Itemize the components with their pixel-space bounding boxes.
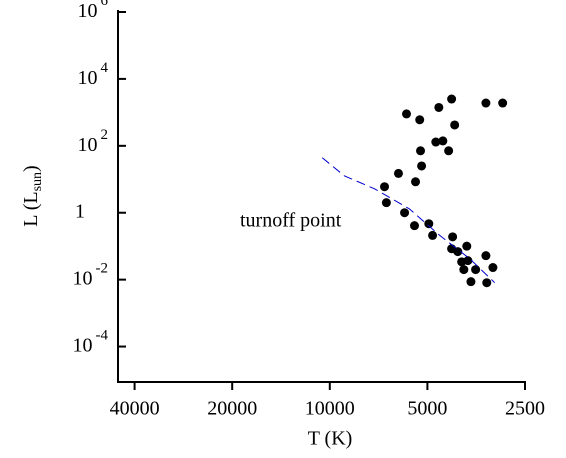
- y-tick-label: 10 6: [78, 0, 109, 22]
- data-point: [431, 137, 441, 147]
- y-tick-exponent: -2: [96, 261, 109, 277]
- y-tick-label: 1: [75, 200, 85, 222]
- data-point: [481, 98, 491, 108]
- data-point: [380, 182, 390, 192]
- x-tick-label: 20000: [207, 398, 257, 420]
- data-point: [498, 98, 508, 108]
- y-label-suffix: ): [20, 165, 42, 172]
- data-point: [434, 102, 444, 112]
- y-tick-base: 10: [78, 0, 98, 22]
- y-label-sub: sun: [30, 172, 45, 191]
- data-point: [459, 265, 469, 275]
- y-tick-base: 10: [73, 334, 93, 356]
- data-point: [448, 232, 458, 242]
- x-tick-label: 10000: [305, 398, 355, 420]
- data-point: [453, 247, 463, 257]
- y-tick-exponent: -4: [96, 328, 109, 344]
- data-point: [450, 120, 460, 130]
- data-point: [482, 278, 492, 288]
- data-point: [417, 161, 427, 171]
- data-point: [400, 208, 410, 218]
- data-point: [415, 115, 425, 125]
- annotation: turnoff point: [240, 210, 342, 232]
- y-tick-exponent: 6: [101, 0, 109, 9]
- data-point: [411, 177, 421, 187]
- x-tick-label: 40000: [110, 398, 160, 420]
- y-axis-label: L (Lsun): [20, 165, 46, 226]
- data-point: [447, 94, 457, 104]
- data-point: [401, 109, 411, 119]
- y-tick-base: 10: [73, 267, 93, 289]
- data-point: [381, 198, 391, 208]
- data-point: [463, 256, 473, 266]
- data-point: [466, 277, 476, 287]
- data-point: [444, 146, 454, 156]
- x-tick-label: 5000: [407, 398, 447, 420]
- y-tick-label: 10 4: [78, 60, 109, 88]
- data-point: [424, 219, 434, 229]
- data-point: [393, 168, 403, 178]
- y-tick-exponent: 4: [101, 60, 109, 76]
- data-point: [409, 221, 419, 231]
- data-point: [438, 136, 448, 146]
- y-tick-exponent: 2: [101, 127, 109, 143]
- y-tick-label: 10 -4: [73, 328, 109, 356]
- data-point: [481, 251, 491, 261]
- y-tick-base: 10: [78, 133, 98, 155]
- y-tick-base: 10: [78, 67, 98, 89]
- data-point: [471, 265, 481, 275]
- y-label-main: L (L: [20, 191, 42, 226]
- y-tick-label: 10 2: [78, 127, 109, 155]
- y-tick-label: 10 -2: [73, 261, 109, 289]
- x-tick-label: 2500: [505, 398, 545, 420]
- data-point: [416, 146, 426, 156]
- data-point: [462, 241, 472, 251]
- x-axis-label: T (K): [308, 428, 353, 450]
- data-point: [488, 263, 498, 273]
- fit-line: [321, 157, 496, 284]
- data-point: [428, 230, 438, 240]
